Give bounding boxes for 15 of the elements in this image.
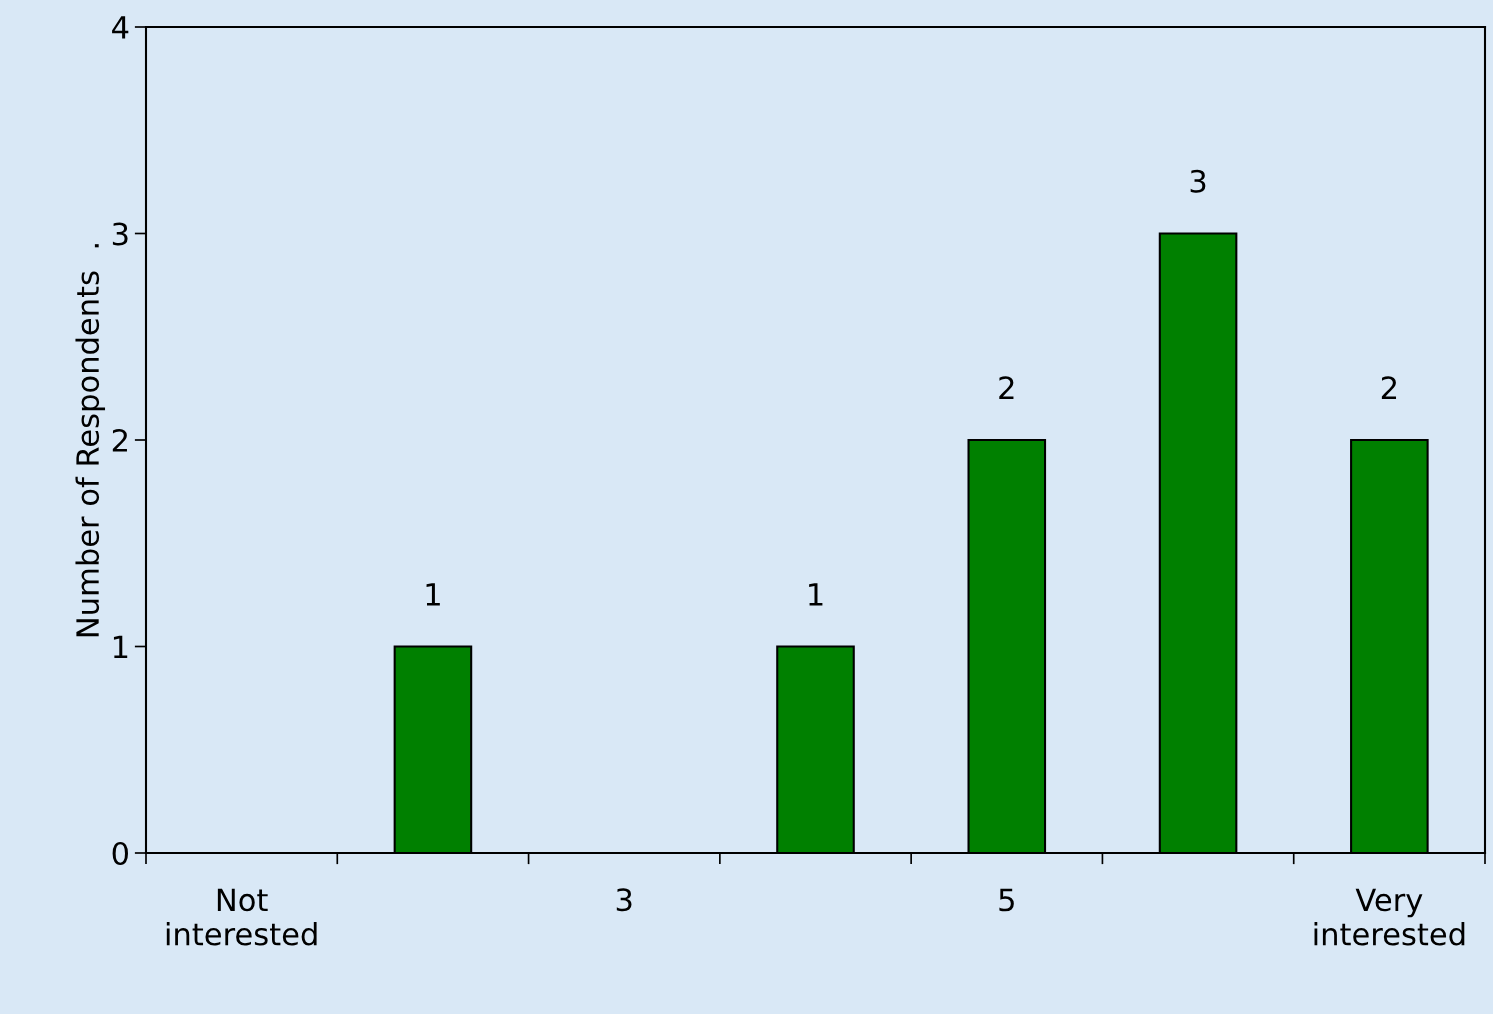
x-tick-label: Not interested <box>166 888 317 946</box>
data-label: 2 <box>1381 376 1397 399</box>
x-tick-label: 3 <box>616 888 632 912</box>
y-tick-label: 1 <box>113 635 128 659</box>
data-label: 3 <box>1190 169 1206 193</box>
data-label: 1 <box>809 583 823 606</box>
y-tick-label: 4 <box>112 16 129 39</box>
y-tick-label: 0 <box>112 841 128 866</box>
data-label: 1 <box>426 583 440 606</box>
y-tick-label: 2 <box>112 428 127 452</box>
y-axis-title: Number of Respondents . <box>75 244 106 637</box>
data-label: 2 <box>999 376 1014 399</box>
x-tick-label: 5 <box>999 888 1014 912</box>
y-tick-label: 3 <box>112 222 128 246</box>
x-tick-label: Very interested <box>1314 888 1465 946</box>
